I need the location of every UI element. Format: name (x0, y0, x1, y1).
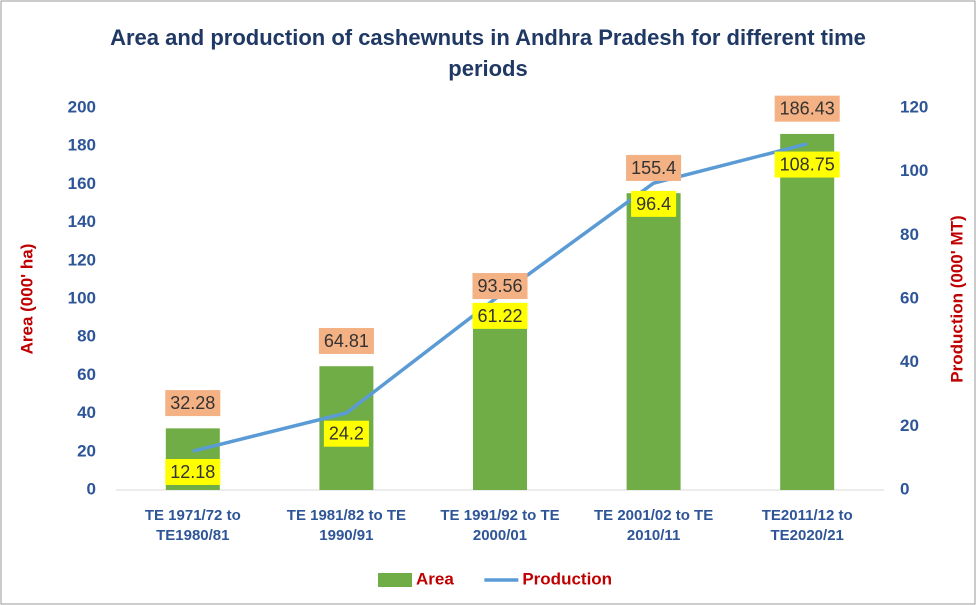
y-tick-label: 0 (87, 479, 96, 498)
data-label: 64.81 (324, 331, 369, 351)
data-label: 93.56 (477, 276, 522, 296)
y-tick-label: 60 (77, 365, 96, 384)
legend-label: Production (522, 569, 612, 588)
data-label-box (631, 190, 677, 217)
data-label-box (774, 151, 840, 178)
y2-tick-label: 0 (900, 479, 909, 498)
y-tick-label: 180 (68, 136, 96, 155)
data-label-box (165, 390, 221, 417)
y2-tick-label: 100 (900, 161, 928, 180)
y2-tick-label: 20 (900, 416, 919, 435)
data-label: 61.22 (477, 306, 522, 326)
x-tick-label: TE 1971/72 to TE1980/81 (144, 507, 241, 544)
y-tick-label: 120 (68, 250, 96, 269)
data-label-box (472, 273, 528, 300)
data-label-box (472, 302, 528, 329)
y-tick-label: 40 (77, 403, 96, 422)
data-label: 96.4 (636, 194, 671, 214)
y-tick-label: 80 (77, 327, 96, 346)
y2-tick-label: 80 (900, 225, 919, 244)
data-label-box (774, 95, 840, 122)
x-tick-label: TE 1991/92 to TE 2000/01 (440, 507, 560, 544)
y2-axis-title: Production (000' MT) (947, 215, 966, 382)
y-tick-label: 200 (68, 97, 96, 116)
y-tick-label: 20 (77, 441, 96, 460)
bar (473, 311, 527, 490)
data-label: 108.75 (780, 155, 835, 175)
bar (780, 133, 835, 490)
y-axis-title: Area (000' ha) (17, 244, 36, 355)
data-label: 12.18 (170, 462, 215, 482)
y-tick-label: 140 (68, 212, 96, 231)
legend-swatch (378, 573, 412, 587)
legend-label: Area (416, 569, 454, 588)
y-tick-label: 100 (68, 288, 96, 307)
y2-tick-label: 40 (900, 352, 919, 371)
y2-tick-label: 120 (900, 97, 928, 116)
data-label-box (318, 327, 374, 354)
chart-title: Area and production of cashewnuts in And… (110, 25, 866, 81)
x-tick-label: TE2011/12 to TE2020/21 (761, 507, 853, 544)
data-label-box (165, 458, 221, 485)
data-label: 186.43 (780, 99, 835, 119)
data-label-box (626, 154, 682, 181)
data-label: 24.2 (329, 424, 364, 444)
data-label: 32.28 (170, 393, 215, 413)
y-tick-label: 160 (68, 174, 96, 193)
y2-tick-label: 60 (900, 288, 919, 307)
x-tick-label: TE 2001/02 to TE 2010/11 (593, 507, 714, 544)
x-tick-label: TE 1981/82 to TE 1990/91 (286, 507, 406, 544)
bar (626, 193, 681, 490)
data-label: 155.4 (631, 158, 676, 178)
data-label-box (323, 420, 369, 447)
